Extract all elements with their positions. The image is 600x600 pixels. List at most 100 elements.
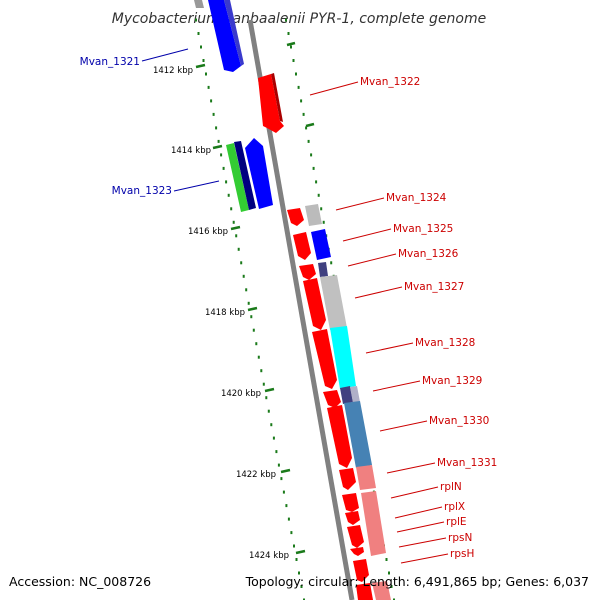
gene-label: Mvan_1322 <box>360 76 420 88</box>
track-dot <box>295 72 297 76</box>
gene-mvan-1323-blue <box>245 138 273 209</box>
track-dot <box>262 382 265 386</box>
genome-summary-text: Topology: circular; Length: 6,491,865 bp… <box>245 574 589 589</box>
gene-mvan-1322 <box>258 74 284 133</box>
gene-mvan-1324-grey <box>305 204 322 226</box>
track-dot <box>207 85 210 89</box>
gene-mvan-1324 <box>287 208 304 226</box>
track-dot <box>227 193 230 197</box>
tick-label: 1418 kbp <box>205 308 245 318</box>
gene-label: rplN <box>440 481 462 493</box>
track-dot <box>302 112 305 116</box>
gene-label: Mvan_1321 <box>80 56 140 68</box>
tick-marks <box>195 41 315 555</box>
gene-partial-bottom-salmon <box>372 581 391 600</box>
map-title: Mycobacterium vanbaalenii PYR-1, complet… <box>112 11 487 27</box>
gene-mvan-1323-green <box>226 143 249 212</box>
track-dot <box>390 585 393 588</box>
track-dot <box>298 571 300 575</box>
reverse-strand-features <box>194 0 273 212</box>
gene-label: Mvan_1330 <box>429 415 489 427</box>
forward-strand-features <box>258 73 391 600</box>
track-dot <box>242 274 245 278</box>
gene-mvan-1321-edge <box>224 0 244 66</box>
track-dot <box>217 139 220 143</box>
track-dot <box>300 585 303 588</box>
track-dot <box>240 261 243 265</box>
track-dot <box>202 59 205 62</box>
track-dot <box>290 45 292 49</box>
gene-label: Mvan_1323 <box>112 185 172 197</box>
track-dot <box>265 396 268 400</box>
track-dot <box>235 234 238 238</box>
track-dot <box>282 490 285 494</box>
track-dot <box>312 166 315 170</box>
track-dot <box>245 288 248 292</box>
gene-label: Mvan_1329 <box>422 375 482 387</box>
track-dot <box>277 463 280 467</box>
track-dot <box>285 18 287 22</box>
gene-label: rpsN <box>448 532 472 544</box>
track-dot <box>300 99 303 103</box>
gene-label: Mvan_1325 <box>393 223 453 235</box>
track-dot <box>293 544 295 548</box>
tick-label: 1420 kbp <box>221 389 261 399</box>
track-dot <box>250 315 253 319</box>
gene-rpln <box>342 493 359 512</box>
track-dot <box>317 193 320 197</box>
track-dot <box>210 99 213 103</box>
track-dot <box>388 571 390 575</box>
track-dot <box>297 85 300 89</box>
track-dot <box>393 598 395 600</box>
gene-mvan-1325-blue <box>311 229 331 260</box>
gene-mvan-1330 <box>327 405 352 468</box>
track-dot <box>310 153 313 157</box>
track-dot <box>230 207 233 211</box>
track-dot <box>320 207 323 211</box>
track-dot <box>222 166 225 170</box>
gene-label: Mvan_1326 <box>398 248 459 260</box>
tick-track-outer <box>195 18 305 600</box>
track-dot <box>285 504 288 508</box>
gene-label: Mvan_1331 <box>437 457 497 469</box>
track-dot <box>205 72 207 76</box>
gene-label: rpsH <box>450 548 474 560</box>
track-dot <box>225 180 228 184</box>
gene-labels: Mvan_1321 Mvan_1322 Mvan_1323 Mvan_1324 … <box>80 56 498 560</box>
track-dot <box>260 369 263 373</box>
gene-mvan-1326 <box>299 264 316 280</box>
tick-label: 1422 kbp <box>236 470 276 480</box>
track-dot <box>295 558 298 561</box>
gene-rpsh <box>353 559 369 582</box>
track-dot <box>303 598 305 600</box>
gene-label: rplE <box>446 516 467 528</box>
track-dot <box>272 436 275 440</box>
track-dot <box>275 450 278 454</box>
track-dot <box>287 32 290 35</box>
gene-rple <box>347 525 364 548</box>
track-dot <box>237 247 240 251</box>
gene-mvan-1329-grey <box>350 386 360 403</box>
gene-mvan-1322-shade <box>271 73 283 122</box>
track-dot <box>215 126 218 130</box>
tick-label: 1414 kbp <box>171 146 211 156</box>
tick-label: 1412 kbp <box>153 66 193 76</box>
track-dot <box>200 45 202 49</box>
gene-mvan-1327 <box>303 278 326 330</box>
label-leaders <box>141 48 449 564</box>
gene-label: Mvan_1327 <box>404 281 464 293</box>
track-dot <box>212 112 215 116</box>
track-dot <box>267 409 270 413</box>
gene-mvan-1323-navy <box>234 141 256 210</box>
tick-label: 1416 kbp <box>188 227 228 237</box>
gene-rpl-salmon <box>361 491 386 556</box>
track-dot <box>307 139 310 143</box>
track-dot <box>247 301 250 305</box>
gene-mvan-1329-dark <box>340 386 353 404</box>
gene-mvan-1331-salmon <box>356 465 376 490</box>
gene-label: Mvan_1328 <box>415 337 475 349</box>
tick-labels: 1412 kbp 1414 kbp 1416 kbp 1418 kbp 1420… <box>153 66 289 561</box>
track-dot <box>220 153 223 157</box>
gene-mvan-1325 <box>293 232 311 260</box>
gene-rplx <box>345 511 360 525</box>
